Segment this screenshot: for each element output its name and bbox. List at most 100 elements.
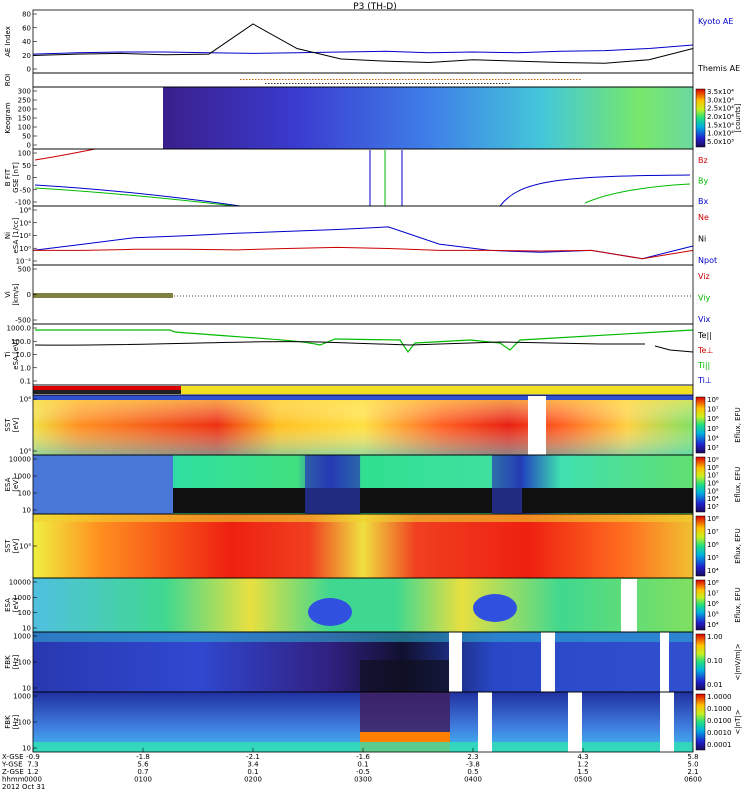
roi-dot-dark — [277, 83, 279, 84]
panel-frame-density — [32, 205, 694, 266]
y-axis-label: FBK — [4, 655, 12, 669]
roi-dot-dark — [427, 83, 429, 84]
fbk-e-gap — [660, 632, 669, 692]
roi-dot-dark — [385, 83, 387, 84]
roi-dot-dark — [271, 83, 273, 84]
roi-dot-dark — [307, 83, 309, 84]
roi-dot-dark — [454, 83, 456, 84]
colorbar-tick-label: 10⁸ — [707, 579, 719, 587]
esa-electron-dark-band — [173, 488, 693, 513]
colorbar-label: Eflux, EFU — [734, 528, 742, 563]
x-tick-label: 0300 — [354, 776, 372, 784]
roi-dot — [489, 79, 491, 80]
y-tick-label: 10⁵ — [19, 543, 31, 551]
fbk-e-gap — [541, 632, 555, 692]
y-axis-unit: [km/s] — [12, 283, 20, 306]
colorbar-label: Eflux, EFU — [734, 407, 742, 442]
roi-dot-dark — [289, 83, 291, 84]
roi-dot — [555, 79, 557, 80]
roi-dot — [276, 79, 278, 80]
roi-dot — [456, 79, 458, 80]
y-tick-label: 0 — [27, 66, 31, 74]
roi-dot-dark — [412, 83, 414, 84]
roi-dot — [261, 79, 263, 80]
y-axis-unit: [eV] — [12, 417, 20, 432]
colorbar-tick-label: 1.0000 — [707, 693, 732, 701]
roi-dot — [327, 79, 329, 80]
y-tick-label: 80 — [22, 11, 31, 19]
bx-line — [34, 184, 241, 207]
bz-line — [34, 148, 96, 161]
roi-dot-dark — [328, 83, 330, 84]
colorbar-tick-label: 10⁶ — [707, 480, 719, 488]
colorbar-tick-label: 2.0x10⁴ — [707, 113, 734, 121]
colorbar-tick-label: 10⁷ — [707, 406, 719, 414]
legend-label: Te⊥ — [697, 346, 713, 355]
roi-dot — [534, 79, 536, 80]
x-tick-label: 0.7 — [137, 768, 148, 776]
roi-dot — [453, 79, 455, 80]
roi-dot — [351, 79, 353, 80]
roi-dot — [309, 79, 311, 80]
x-tick-label: 5.8 — [687, 753, 698, 761]
colorbar-tick-label: 10⁷ — [707, 528, 719, 536]
esa-ion-blob-1 — [308, 598, 352, 626]
legend-label: Npot — [698, 256, 717, 265]
x-tick-label: -2.1 — [246, 753, 260, 761]
roi-dot-dark — [295, 83, 297, 84]
colorbar-tick-label: 2.5x10⁴ — [707, 105, 734, 113]
x-tick-label: 0.1 — [247, 768, 258, 776]
roi-dot-dark — [304, 83, 306, 84]
roi-dot-dark — [373, 83, 375, 84]
y-axis-unit: [Hz] — [12, 715, 20, 730]
legend-label: Ti⊥ — [697, 376, 712, 385]
colorbar-tick-label: 0.10 — [707, 657, 723, 665]
roi-dot-dark — [358, 83, 360, 84]
y-axis-unit: eSA [1/cc] — [12, 217, 20, 253]
x-tick-label: 0.5 — [467, 768, 478, 776]
roi-dot — [339, 79, 341, 80]
ti-par-line — [35, 329, 694, 354]
roi-dot-dark — [406, 83, 408, 84]
esa-ion-gap — [621, 579, 637, 632]
x-tick-label: 1.2 — [27, 768, 38, 776]
colorbar-sst_i — [695, 515, 706, 577]
fbk-b-purple — [360, 692, 450, 732]
colorbar-tick-label: 0.0010 — [707, 729, 732, 737]
y-axis-label: B FIT — [4, 168, 12, 186]
esa-electron-dip-2 — [492, 455, 522, 514]
roi-dot-dark — [499, 83, 501, 84]
x-tick-label: 0000 — [24, 776, 42, 784]
y-tick-label: 300 — [18, 88, 31, 96]
roi-dot — [492, 79, 494, 80]
y-tick-label: 10 — [22, 507, 31, 515]
roi-dot — [525, 79, 527, 80]
roi-dot-dark — [508, 83, 510, 84]
roi-dot-dark — [280, 83, 282, 84]
colorbar-tick-label: 10³ — [707, 503, 719, 511]
roi-dot — [333, 79, 335, 80]
roi-dot-dark — [502, 83, 504, 84]
x-tick-label: 0200 — [244, 776, 262, 784]
roi-dot — [249, 79, 251, 80]
roi-dot — [366, 79, 368, 80]
colorbar-tick-label: 10⁶ — [707, 600, 719, 608]
x-row-label: 2012 Oct 31 — [2, 783, 45, 791]
y-tick-label: 0 — [27, 291, 31, 299]
page-title: P3 (TH-D) — [353, 2, 396, 12]
mode-bar — [33, 386, 693, 394]
roi-dot — [312, 79, 314, 80]
colorbar-label: [counts] — [734, 103, 742, 132]
roi-dot-dark — [490, 83, 492, 84]
y-tick-label: -50 — [20, 186, 31, 194]
roi-dot — [516, 79, 518, 80]
legend-label: Ne — [698, 213, 709, 222]
roi-dot-dark — [343, 83, 345, 84]
x-tick-label: -1.6 — [356, 753, 370, 761]
fbk-b-gap — [478, 692, 492, 752]
roi-dot — [408, 79, 410, 80]
roi-dot-dark — [379, 83, 381, 84]
roi-dot — [336, 79, 338, 80]
roi-dot — [348, 79, 350, 80]
roi-dot — [267, 79, 269, 80]
